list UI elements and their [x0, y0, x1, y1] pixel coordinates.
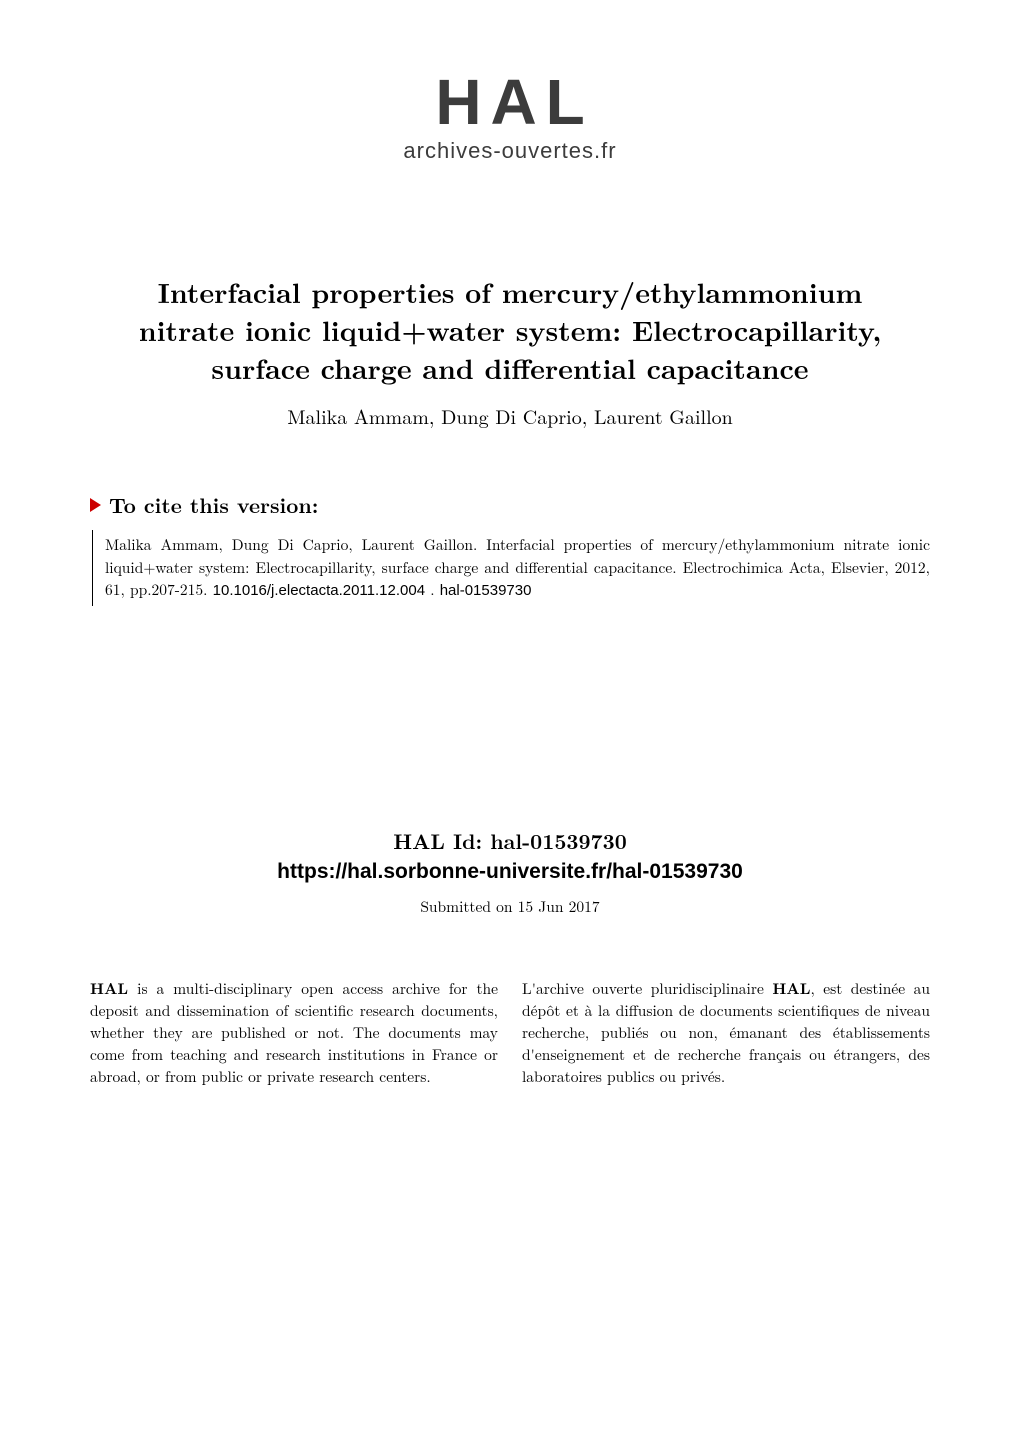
cite-body: Malika Ammam, Dung Di Caprio, Laurent Ga…	[92, 530, 930, 606]
paper-title-line3: surface charge and differential capacita…	[211, 348, 808, 388]
paper-title-line2: nitrate ionic liquid+water system: Elect…	[139, 310, 882, 350]
cite-sep: .	[425, 579, 440, 600]
hal-logo-l: L	[546, 70, 585, 134]
cite-block: To cite this version: Malika Ammam, Dung…	[90, 490, 930, 606]
hal-id-line: HAL Id: hal-01539730	[90, 826, 930, 856]
description-left-bold: HAL	[90, 976, 128, 999]
paper-authors: Malika Ammam, Dung Di Caprio, Laurent Ga…	[90, 401, 930, 430]
submitted-line: Submitted on 15 Jun 2017	[90, 896, 930, 917]
description-right-pre: L'archive ouverte pluridisciplinaire	[522, 978, 772, 999]
submitted-date: 15 Jun 2017	[518, 896, 600, 917]
paper-title-line1: Interfacial properties of mercury/ethyla…	[158, 272, 863, 312]
hal-id-label: HAL Id:	[393, 826, 490, 856]
hal-logo-a: A	[484, 70, 544, 134]
description-columns: HAL is a multi-disciplinary open access …	[90, 977, 930, 1088]
description-left: HAL is a multi-disciplinary open access …	[90, 977, 498, 1088]
hal-id-value: hal-01539730	[490, 826, 627, 856]
description-right-bold: HAL	[772, 976, 810, 999]
cite-heading: To cite this version:	[109, 490, 318, 520]
hal-logo-h: H	[435, 70, 481, 134]
cite-doi: 10.1016/j.electacta.2011.12.004	[213, 582, 425, 599]
hal-logo-subtitle: archives-ouvertes.fr	[403, 138, 616, 164]
hal-logo-letters: H A L	[403, 70, 616, 134]
hal-logo-a-glyph: A	[484, 70, 544, 134]
cite-heading-row: To cite this version:	[90, 490, 930, 520]
triangle-icon	[90, 498, 101, 512]
page-root: H A L archives-ouvertes.fr Interfacial p…	[0, 0, 1020, 1442]
hal-logo-block: H A L archives-ouvertes.fr	[90, 70, 930, 164]
description-left-text: is a multi-disciplinary open access arch…	[90, 978, 498, 1087]
hal-id-block: HAL Id: hal-01539730 https://hal.sorbonn…	[90, 826, 930, 884]
paper-title: Interfacial properties of mercury/ethyla…	[100, 274, 920, 387]
cite-hal-id-inline: hal-01539730	[440, 582, 532, 599]
hal-url[interactable]: https://hal.sorbonne-universite.fr/hal-0…	[90, 860, 930, 884]
submitted-prefix: Submitted on	[420, 896, 517, 917]
description-right: L'archive ouverte pluridisciplinaire HAL…	[522, 977, 930, 1088]
hal-logo: H A L archives-ouvertes.fr	[403, 70, 616, 164]
